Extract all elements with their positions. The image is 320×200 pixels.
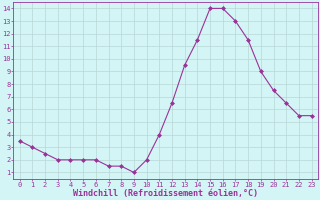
X-axis label: Windchill (Refroidissement éolien,°C): Windchill (Refroidissement éolien,°C) — [73, 189, 258, 198]
